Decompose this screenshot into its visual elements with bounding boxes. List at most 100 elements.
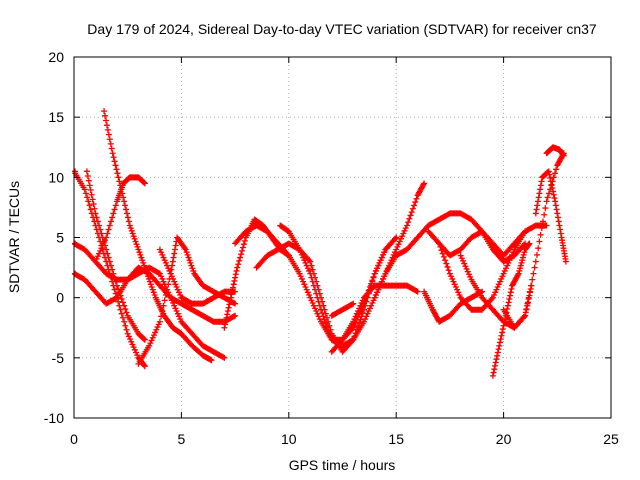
x-tick-label: 0 xyxy=(70,431,78,447)
data-point xyxy=(84,194,91,201)
data-point xyxy=(160,254,167,261)
data-point xyxy=(187,259,194,266)
data-point xyxy=(177,316,184,323)
data-point xyxy=(491,366,498,373)
data-point xyxy=(150,332,157,339)
data-point xyxy=(121,318,128,325)
data-point xyxy=(497,339,504,346)
data-point xyxy=(351,316,358,323)
data-point xyxy=(176,313,183,320)
data-point xyxy=(112,278,119,285)
data-point xyxy=(312,305,319,312)
data-point xyxy=(562,258,569,265)
data-point xyxy=(170,275,177,282)
data-point xyxy=(493,286,500,293)
data-point xyxy=(519,257,526,264)
y-tick-label: 0 xyxy=(56,290,64,306)
data-point xyxy=(413,287,420,294)
data-point xyxy=(98,230,105,237)
data-point xyxy=(397,235,404,242)
data-point xyxy=(230,300,237,307)
data-point xyxy=(221,324,228,331)
data-point xyxy=(121,302,128,309)
data-point xyxy=(535,245,542,252)
data-point xyxy=(188,262,195,269)
data-point xyxy=(124,214,131,221)
data-point xyxy=(504,262,511,269)
data-point xyxy=(85,177,92,184)
data-point xyxy=(151,291,158,298)
data-point xyxy=(97,226,104,233)
data-point xyxy=(232,271,239,278)
data-point xyxy=(504,302,511,309)
data-point xyxy=(359,297,366,304)
data-point xyxy=(371,270,378,277)
data-point xyxy=(454,286,461,293)
data-point xyxy=(413,195,420,202)
data-point xyxy=(85,198,92,205)
data-point xyxy=(241,237,248,244)
data-point xyxy=(371,294,378,301)
data-point xyxy=(141,180,148,187)
data-point xyxy=(514,271,521,278)
data-point xyxy=(457,252,464,259)
grid xyxy=(74,57,611,418)
data-point xyxy=(128,227,135,234)
data-point xyxy=(164,262,171,269)
data-point xyxy=(392,235,399,242)
data-point xyxy=(378,254,385,261)
data-point xyxy=(167,294,174,301)
data-point xyxy=(378,278,385,285)
data-point xyxy=(349,338,356,345)
data-point xyxy=(168,273,175,280)
data-point xyxy=(532,210,539,217)
data-point xyxy=(381,273,388,280)
data-point xyxy=(111,274,118,281)
data-point xyxy=(109,214,116,221)
data-point xyxy=(227,298,234,305)
data-point xyxy=(507,254,514,261)
data-point xyxy=(444,263,451,270)
data-point xyxy=(110,270,117,277)
data-point xyxy=(228,291,235,298)
data-point xyxy=(87,206,94,213)
data-point xyxy=(555,214,562,221)
data-point xyxy=(539,218,546,225)
data-point xyxy=(393,234,400,241)
data-point xyxy=(96,250,103,257)
data-point xyxy=(349,301,356,308)
data-point xyxy=(171,302,178,309)
data-point xyxy=(548,181,555,188)
data-point xyxy=(123,210,130,217)
data-point xyxy=(531,264,538,271)
data-point xyxy=(141,179,148,186)
data-point xyxy=(115,174,122,181)
data-point xyxy=(515,270,522,277)
data-point xyxy=(308,297,315,304)
data-point xyxy=(350,300,357,307)
data-point xyxy=(488,296,495,303)
data-point xyxy=(368,302,375,309)
data-point xyxy=(303,262,310,269)
data-point xyxy=(505,299,512,306)
data-point xyxy=(547,175,554,182)
data-point xyxy=(519,254,526,261)
data-point xyxy=(497,278,504,285)
data-point xyxy=(374,289,381,296)
data-point xyxy=(240,241,247,248)
data-point xyxy=(230,281,237,288)
data-point xyxy=(364,310,371,317)
data-point xyxy=(309,278,316,285)
data-point xyxy=(88,191,95,198)
data-point xyxy=(458,255,465,262)
data-point xyxy=(494,283,501,290)
data-point xyxy=(128,338,135,345)
data-point xyxy=(236,257,243,264)
data-point xyxy=(92,210,99,217)
data-point xyxy=(122,322,129,329)
data-point xyxy=(507,292,514,299)
data-point xyxy=(141,362,148,369)
data-point xyxy=(544,194,551,201)
data-point xyxy=(508,285,515,292)
data-point xyxy=(284,251,291,258)
